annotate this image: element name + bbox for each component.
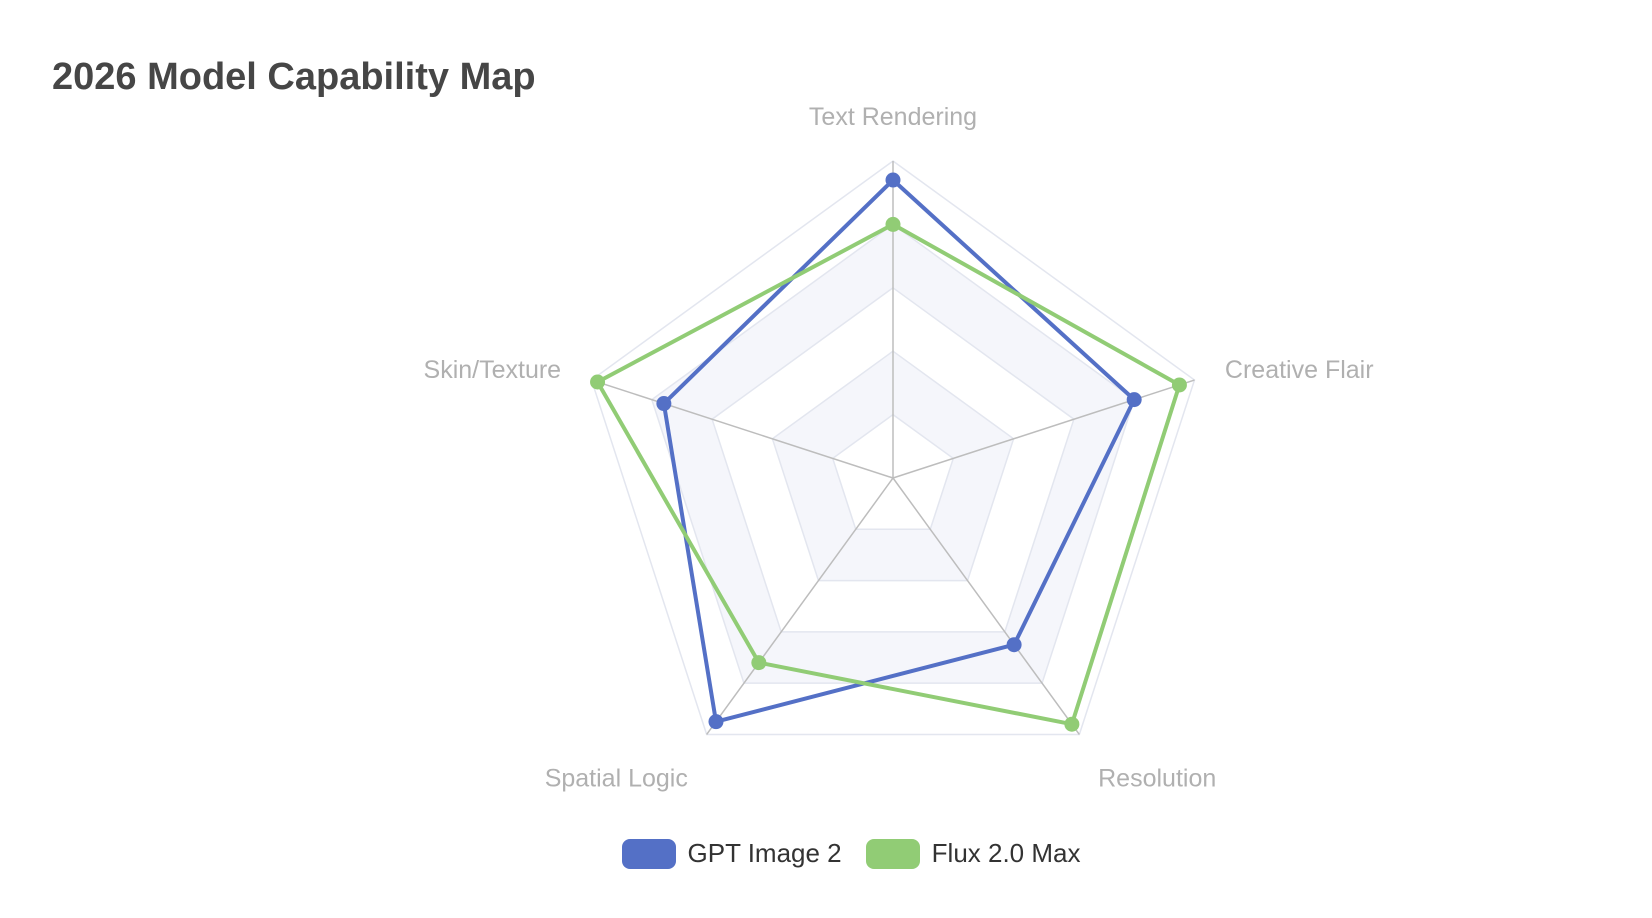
radar-axis-line bbox=[706, 477, 894, 735]
radar-axis-labels: Text Rendering Creative Flair Resolution Sp… bbox=[424, 103, 1374, 792]
legend-swatch-flux-2-max bbox=[865, 838, 920, 869]
axis-label: Text Rendering bbox=[809, 103, 977, 131]
data-point-gpt-image-2[interactable] bbox=[1126, 392, 1142, 408]
radar-split-line bbox=[771, 350, 1015, 582]
axis-label: Skin/Texture bbox=[424, 356, 562, 384]
data-point-gpt-image-2[interactable] bbox=[1006, 637, 1022, 653]
radar-series-layer bbox=[590, 172, 1187, 732]
legend-label: GPT Image 2 bbox=[687, 838, 842, 868]
data-point-flux-2-0-max[interactable] bbox=[751, 655, 767, 671]
data-point-flux-2-0-max[interactable] bbox=[1064, 716, 1080, 732]
radar-axis-line bbox=[892, 379, 1195, 479]
radar-axis-lines bbox=[591, 161, 1195, 735]
radar-split-lines bbox=[590, 160, 1196, 736]
data-point-flux-2-0-max[interactable] bbox=[1171, 377, 1187, 393]
radar-axis-line bbox=[892, 477, 1080, 735]
radar-split-line bbox=[590, 160, 1196, 736]
data-point-gpt-image-2[interactable] bbox=[708, 714, 724, 730]
radar-split-line bbox=[831, 413, 955, 531]
axis-label: Creative Flair bbox=[1225, 356, 1374, 384]
series-line-flux-2-0-max bbox=[595, 222, 1182, 727]
data-point-gpt-image-2[interactable] bbox=[885, 172, 901, 188]
chart-title: 2026 Model Capability Map bbox=[52, 56, 536, 98]
axis-label: Resolution bbox=[1098, 764, 1216, 792]
legend-label: Flux 2.0 Max bbox=[931, 838, 1081, 868]
legend: GPT Image 2 Flux 2.0 Max bbox=[0, 838, 1652, 869]
legend-swatch-gpt-image-2 bbox=[621, 838, 676, 869]
data-point-gpt-image-2[interactable] bbox=[656, 396, 672, 412]
data-point-flux-2-0-max[interactable] bbox=[590, 374, 606, 390]
axis-label: Spatial Logic bbox=[545, 764, 688, 792]
radar-split-line bbox=[711, 286, 1075, 633]
radar-split-line bbox=[650, 223, 1136, 684]
radar-axis-line bbox=[591, 379, 894, 479]
legend-item-gpt-image-2[interactable]: GPT Image 2 bbox=[621, 838, 842, 869]
legend-item-flux-2-max[interactable]: Flux 2.0 Max bbox=[865, 838, 1081, 869]
data-point-flux-2-0-max[interactable] bbox=[885, 216, 901, 232]
